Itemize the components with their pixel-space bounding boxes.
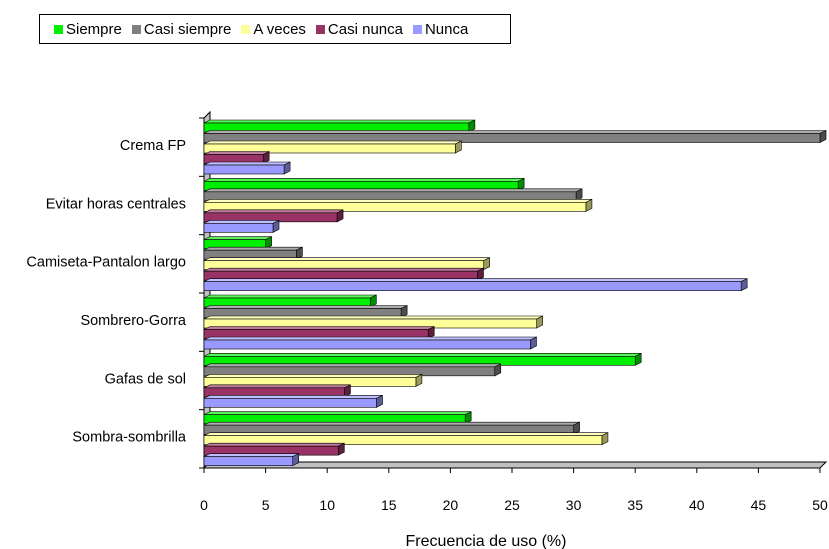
x-tick-label: 45 (751, 497, 767, 513)
bar-nunca-1 (203, 161, 291, 175)
legend-swatch-siempre (54, 24, 63, 34)
legend-item-casi-siempre: Casi siempre (131, 20, 232, 38)
bar-casi-siempre-1 (203, 130, 827, 143)
x-tick-label: 15 (381, 497, 397, 513)
legend-label-nunca: Nunca (424, 20, 469, 38)
legend-label-casi-siempre: Casi siempre (143, 20, 232, 38)
bar-siempre-5 (203, 352, 642, 366)
bar-siempre-4 (203, 294, 377, 308)
legend-swatch-casi-siempre (131, 24, 141, 34)
legend-label-siempre: Siempre (66, 20, 122, 38)
bar-a-veces-1 (203, 140, 462, 154)
category-label: Camiseta-Pantalon largo (26, 255, 186, 271)
category-label: Sombrero-Gorra (80, 313, 186, 329)
bar-casi-siempre-6 (203, 421, 580, 435)
bar-casi-nunca-6 (203, 442, 345, 456)
x-axis-title: Frecuencia de uso (%) (406, 533, 567, 549)
x-tick-label: 0 (200, 497, 208, 513)
legend-label-a-veces: A veces (253, 20, 306, 38)
legend-item-a-veces: A veces (241, 21, 306, 38)
legend-item-nunca: Nunca (412, 20, 469, 38)
bar-nunca-6 (203, 453, 300, 467)
x-tick-label: 30 (566, 497, 582, 513)
x-tick-label: 35 (627, 497, 643, 513)
x-tick-label: 40 (689, 497, 705, 513)
bar-a-veces-6 (203, 432, 609, 446)
category-label: Sombra-sombrilla (72, 430, 187, 446)
legend-label-casi-nunca: Casi nunca (327, 20, 403, 38)
legend-item-casi-nunca: Casi nunca (315, 20, 403, 38)
bar-nunca-4 (203, 336, 537, 350)
x-tick-label: 20 (443, 497, 459, 513)
legend-swatch-casi-nunca (315, 24, 325, 34)
bar-nunca-5 (203, 394, 383, 408)
bar-casi-siempre-3 (203, 246, 303, 260)
legend-swatch-a-veces (241, 24, 251, 34)
bar-nunca-2 (203, 219, 280, 233)
bar-nunca-3 (203, 278, 748, 292)
bar-a-veces-4 (203, 315, 543, 329)
x-tick-label: 50 (812, 497, 828, 513)
category-label: Evitar horas centrales (46, 196, 186, 212)
bar-siempre-6 (203, 411, 472, 425)
legend-item-siempre: Siempre (54, 21, 122, 38)
bar-casi-nunca-1 (203, 151, 270, 164)
legend-swatch-nunca (412, 24, 422, 34)
x-tick-label: 10 (319, 497, 335, 513)
category-label: Crema FP (120, 138, 186, 154)
bar-casi-nunca-2 (203, 209, 344, 223)
chart-legend: Siempre Casi siempre A veces Casi nunca … (39, 14, 511, 44)
x-tick-label: 25 (504, 497, 520, 513)
bar-a-veces-2 (203, 198, 593, 212)
x-tick-label: 5 (262, 497, 270, 513)
bar-casi-nunca-5 (203, 384, 351, 398)
category-label: Gafas de sol (105, 371, 186, 387)
bar-a-veces-5 (203, 373, 423, 387)
bar-casi-nunca-4 (203, 326, 435, 339)
